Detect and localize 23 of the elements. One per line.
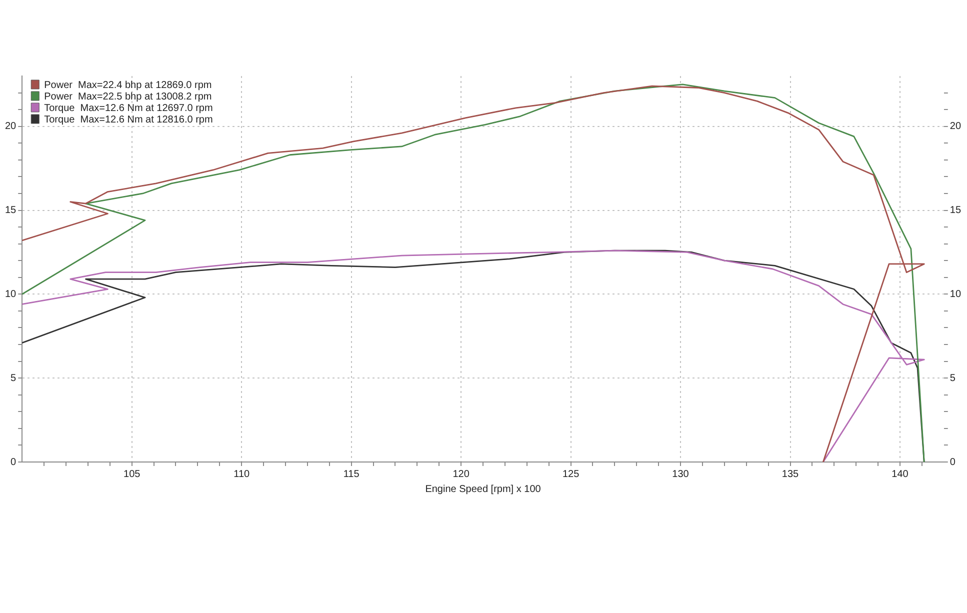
x-tick-label: 115 xyxy=(343,468,360,480)
x-tick-label: 125 xyxy=(562,468,580,480)
y2-tick-label: 10 xyxy=(950,288,962,300)
x-tick-label: 140 xyxy=(892,468,909,480)
y2-tick-label: 5 xyxy=(950,372,956,384)
y2-tick-label: 0 xyxy=(950,456,956,468)
legend-label: Power Max=22.4 bhp at 12869.0 rpm xyxy=(44,80,212,91)
x-tick-label: 120 xyxy=(452,468,470,480)
y-tick-label: 20 xyxy=(5,121,17,132)
y-tick-label: 10 xyxy=(5,288,17,300)
x-tick-label: 130 xyxy=(672,468,690,480)
y2-tick-label: 20 xyxy=(950,121,962,132)
y-tick-label: 15 xyxy=(5,205,17,216)
x-axis-title: Engine Speed [rpm] x 100 xyxy=(425,484,542,495)
y-tick-label: 5 xyxy=(10,372,17,384)
x-tick-label: 110 xyxy=(234,468,250,480)
y-tick-label: 0 xyxy=(10,456,17,468)
legend-label: Power Max=22.5 bhp at 13008.2 rpm xyxy=(44,91,212,102)
y2-tick-label: 15 xyxy=(950,205,962,216)
legend-label: Torque Max=12.6 Nm at 12816.0 rpm xyxy=(44,114,213,126)
legend-label: Torque Max=12.6 Nm at 12697.0 rpm xyxy=(44,102,213,114)
x-tick-label: 135 xyxy=(782,468,800,480)
x-tick-label: 105 xyxy=(124,468,141,480)
